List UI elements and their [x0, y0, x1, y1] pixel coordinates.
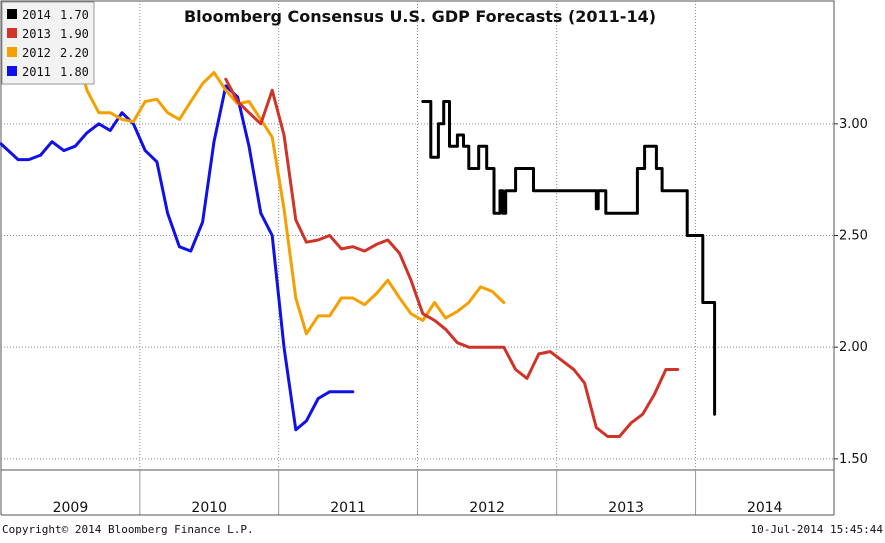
- legend-value: 2.20: [60, 46, 89, 60]
- series-line-2013: [224, 77, 680, 438]
- legend-label: 2012: [22, 46, 51, 60]
- legend-value: 1.80: [60, 65, 89, 79]
- series-line-2014: [421, 100, 717, 416]
- legend-label: 2011: [22, 65, 51, 79]
- legend-swatch-2014: [7, 9, 17, 19]
- y-tick-label: 2.50: [839, 229, 868, 244]
- timestamp-text: 10-Jul-2014 15:45:44: [751, 523, 884, 536]
- legend-box: [1, 1, 95, 85]
- y-tick-label: 1.50: [839, 452, 868, 467]
- y-tick-label: 3.00: [839, 117, 868, 132]
- chart-title: Bloomberg Consensus U.S. GDP Forecasts (…: [184, 7, 656, 26]
- copyright-text: Copyright© 2014 Bloomberg Finance L.P.: [2, 523, 254, 536]
- axis-layer: 1.50 2.00 2.50 3.00 2009 2010 2011 2012 2013 2014: [0, 117, 868, 516]
- x-tick-label: 2012: [469, 500, 505, 516]
- x-tick-label: 2014: [747, 500, 783, 516]
- y-tick-label: 2.00: [839, 340, 868, 355]
- series-line-2011: [0, 84, 355, 432]
- series-layer: [0, 46, 717, 438]
- x-tick-label: 2010: [191, 500, 227, 516]
- legend-swatch-2012: [7, 47, 17, 57]
- legend-value: 1.90: [60, 27, 89, 41]
- series-line-2012: [62, 46, 506, 336]
- legend: 2014 1.70 2013 1.90 2012 2.20 2011 1.80: [1, 1, 95, 85]
- legend-swatch-2011: [7, 66, 17, 76]
- x-tick-label: 2013: [608, 500, 644, 516]
- legend-label: 2014: [22, 8, 51, 22]
- legend-swatch-2013: [7, 28, 17, 38]
- legend-label: 2013: [22, 27, 51, 41]
- x-tick-label: 2011: [330, 500, 366, 516]
- x-tick-label: 2009: [53, 500, 89, 516]
- legend-value: 1.70: [60, 8, 89, 22]
